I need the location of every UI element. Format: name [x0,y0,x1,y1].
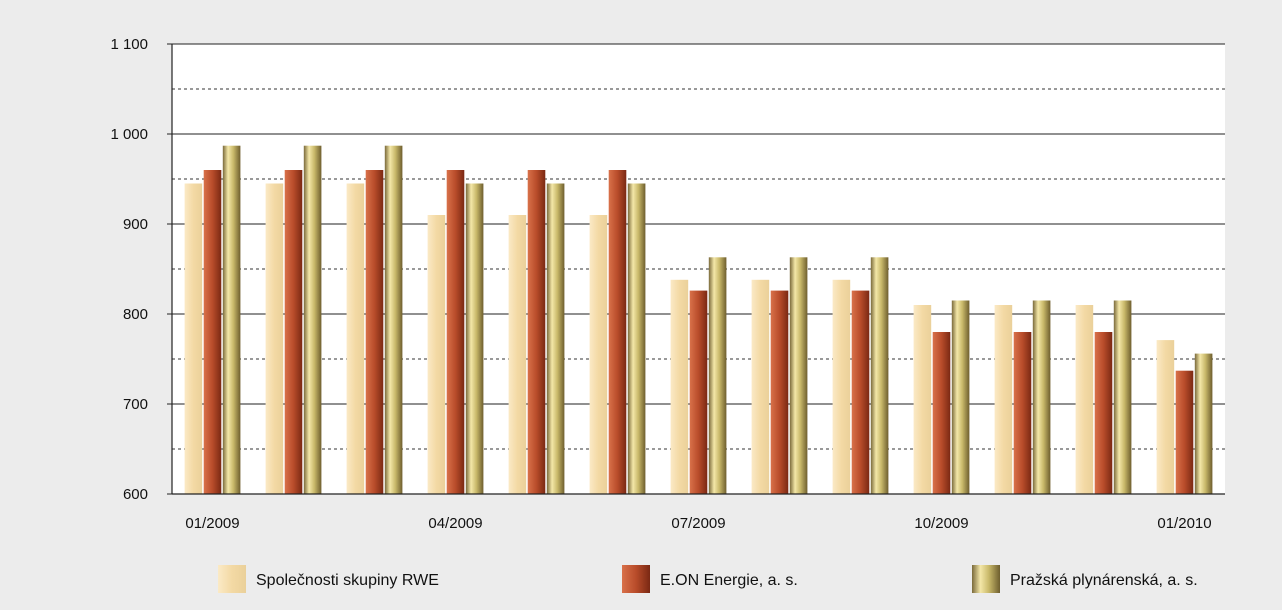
bar-pp-09-2009 [870,257,889,494]
bar-eon-03-2009 [365,170,384,494]
y-tick-label: 700 [123,396,148,413]
legend-label: Společnosti skupiny RWE [256,572,439,589]
legend-swatch [218,565,246,593]
bar-eon-12-2009 [1094,332,1113,494]
bar-eon-04-2009 [446,170,465,494]
bar-eon-06-2009 [608,170,627,494]
bar-eon-09-2009 [851,290,870,494]
y-tick-label: 1 000 [110,126,148,143]
legend-label: E.ON Energie, a. s. [660,572,798,589]
legend-swatch [972,565,1000,593]
legend-swatch [622,565,650,593]
bar-pp-04-2009 [465,183,484,494]
bar-rwe-01-2009 [184,183,203,494]
x-tick-label: 04/2009 [428,515,482,532]
x-tick-label: 01/2009 [185,515,239,532]
bar-eon-10-2009 [932,332,951,494]
bar-rwe-07-2009 [670,279,689,494]
bar-eon-01-2009 [203,170,222,494]
bar-eon-05-2009 [527,170,546,494]
legend-label: Pražská plynárenská, a. s. [1010,572,1198,589]
bar-rwe-01-2010 [1156,340,1175,494]
bar-pp-05-2009 [546,183,565,494]
bar-pp-01-2009 [222,145,241,494]
bar-rwe-04-2009 [427,215,446,494]
bar-rwe-09-2009 [832,279,851,494]
bar-pp-10-2009 [951,300,970,494]
bar-pp-02-2009 [303,145,322,494]
y-tick-label: 1 100 [110,36,148,53]
bar-eon-11-2009 [1013,332,1032,494]
bar-rwe-10-2009 [913,305,932,494]
x-tick-label: 10/2009 [914,515,968,532]
bar-eon-07-2009 [689,290,708,494]
x-tick-label: 01/2010 [1157,515,1211,532]
bar-rwe-02-2009 [265,183,284,494]
y-tick-label: 600 [123,486,148,503]
legend: Společnosti skupiny RWE E.ON Energie, a. … [218,565,1198,593]
y-tick-label: 900 [123,216,148,233]
bar-rwe-12-2009 [1075,305,1094,494]
bar-pp-03-2009 [384,145,403,494]
bar-eon-08-2009 [770,290,789,494]
bar-pp-12-2009 [1113,300,1132,494]
bar-pp-07-2009 [708,257,727,494]
bar-pp-11-2009 [1032,300,1051,494]
x-tick-label: 07/2009 [671,515,725,532]
bar-rwe-06-2009 [589,215,608,494]
bar-eon-01-2010 [1175,370,1194,494]
bar-pp-01-2010 [1194,353,1213,494]
bar-pp-06-2009 [627,183,646,494]
bar-eon-02-2009 [284,170,303,494]
bars [184,145,1213,494]
y-tick-label: 800 [123,306,148,323]
bar-rwe-05-2009 [508,215,527,494]
bar-rwe-03-2009 [346,183,365,494]
bar-rwe-08-2009 [751,279,770,494]
bar-pp-08-2009 [789,257,808,494]
bar-rwe-11-2009 [994,305,1013,494]
